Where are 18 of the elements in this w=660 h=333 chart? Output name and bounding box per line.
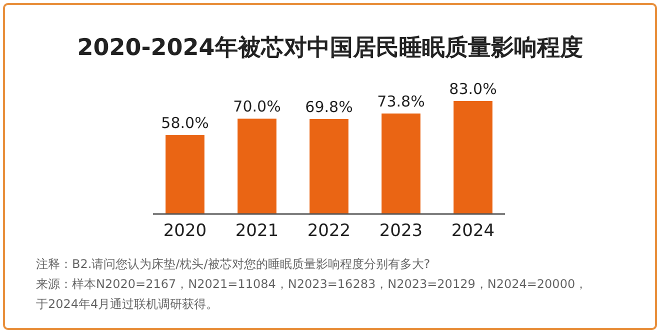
source-note: 来源：样本N2020=2167，N2021=11084，N2023=16283，N2023=20129，N2024=20000，于2024年4月通过联机调研获得。 bbox=[36, 277, 588, 311]
data-label: 83.0% bbox=[449, 80, 497, 98]
bar bbox=[382, 114, 420, 214]
x-tick-label: 2021 bbox=[235, 221, 279, 241]
data-label: 70.0% bbox=[233, 98, 281, 116]
data-label: 73.8% bbox=[377, 92, 425, 111]
x-tick-label: 2020 bbox=[163, 221, 207, 241]
bar bbox=[238, 118, 276, 214]
bar bbox=[310, 118, 348, 214]
x-tick-label: 2024 bbox=[451, 221, 495, 241]
bar bbox=[166, 135, 204, 214]
data-label: 58.0% bbox=[161, 114, 209, 132]
x-tick-label: 2022 bbox=[307, 221, 351, 241]
bar bbox=[454, 101, 492, 214]
chart-title: 2020-2024年被芯对中国居民睡眠质量影响程度 bbox=[77, 34, 583, 61]
text: 注释：B2.请问您认为床垫/枕头/被芯对您的睡眠质量影响程度分别有多大? bbox=[36, 257, 430, 271]
x-tick-label: 2023 bbox=[379, 221, 423, 241]
data-label: 69.8% bbox=[305, 98, 353, 116]
